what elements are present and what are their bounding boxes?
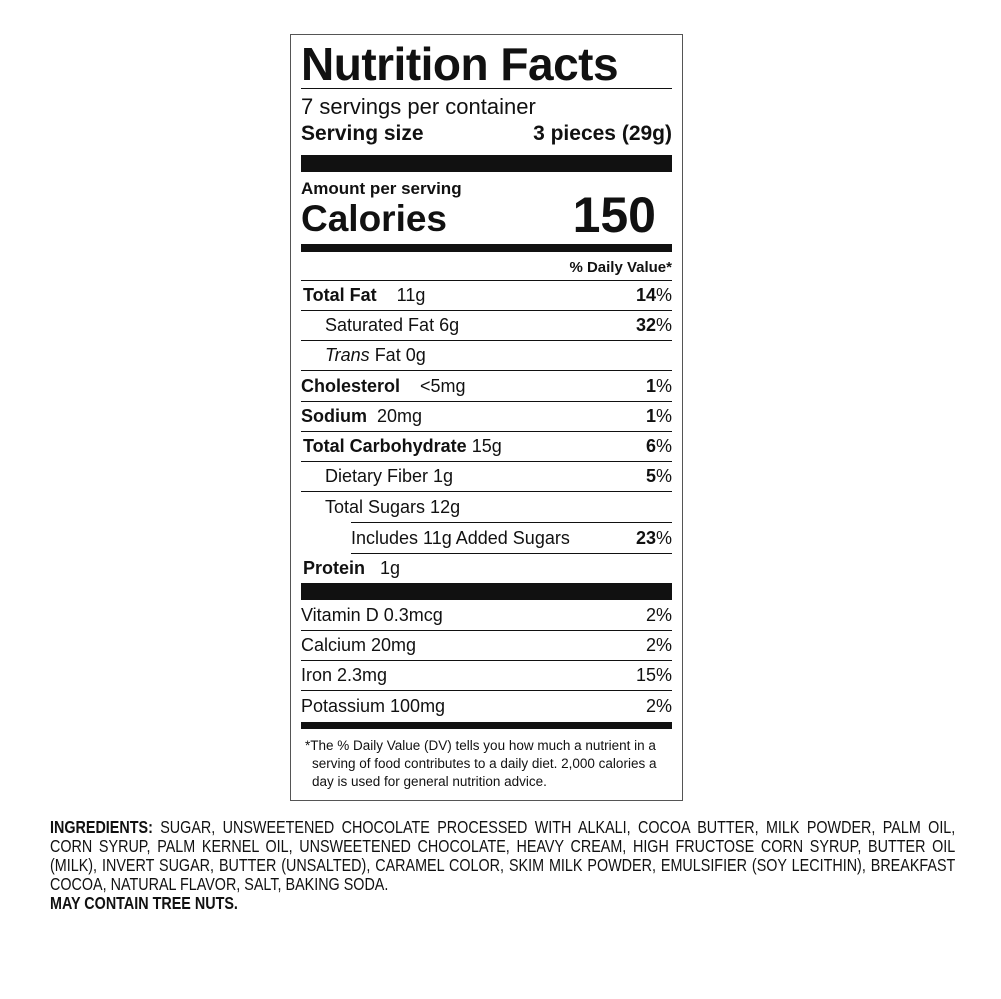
nutrient-name-italic: Trans [325,345,370,365]
nutrient-name: Total Fat [303,285,377,305]
nutrient-amount: 11g [396,285,426,305]
vitamin-dv: 2% [645,635,672,655]
nutrient-dv: 1% [645,376,672,396]
nutrient-row-protein: Protein 1g [301,553,672,583]
ingredients-section: INGREDIENTS: SUGAR, UNSWEETENED CHOCOLAT… [50,818,955,913]
nutrient-dv: 32% [635,315,672,335]
nutrient-dv: 14% [635,285,672,305]
divider [351,522,672,523]
vitamin-name: Vitamin D 0.3mcg [301,605,443,625]
footnote-line: *The % Daily Value (DV) tells you how mu… [305,738,656,753]
vitamin-dv: 15% [635,665,672,685]
footnote-line: day is used for general nutrition advice… [312,774,547,789]
vitamin-dv: 2% [645,605,672,625]
nutrient-name: Protein [303,557,366,578]
vitamin-row: Iron 2.3mg 15% [301,661,672,691]
nutrient-name: Includes 11g Added Sugars [351,527,570,548]
nutrient-row-cholesterol: Cholesterol <5mg 1% [301,372,672,402]
divider [301,88,672,89]
nutrient-amount: 15g [471,436,502,456]
vitamin-dv: 2% [645,695,672,716]
ingredients-text: SUGAR, UNSWEETENED CHOCOLATE PROCESSED W… [50,817,956,894]
nutrient-row-sodium: Sodium 20mg 1% [301,402,672,432]
daily-value-header: % Daily Value* [569,259,672,276]
nutrient-name: Fat 0g [369,345,426,365]
nutrient-name: Sodium [301,406,367,426]
footnote: *The % Daily Value (DV) tells you how mu… [305,737,672,791]
ingredients-label: INGREDIENTS: [50,817,153,837]
nutrient-row-added-sugars: Includes 11g Added Sugars 23% [351,523,672,554]
nutrient-name: Total Sugars 12g [325,496,461,517]
nutrient-name: Cholesterol [301,376,401,396]
nutrient-amount: 20mg [377,406,423,426]
vitamin-name: Iron 2.3mg [301,665,388,685]
serving-size-value: 3 pieces (29g) [533,122,672,145]
medium-divider [301,244,672,252]
nutrient-name: Saturated Fat 6g [325,315,460,335]
nutrient-row-dietary-fiber: Dietary Fiber 1g 5% [301,462,672,492]
calories-label: Calories [301,198,448,239]
nutrient-name: Total Carbohydrate [303,436,467,456]
vitamin-row: Calcium 20mg 2% [301,631,672,661]
label-title: Nutrition Facts [301,38,619,90]
nutrient-row-saturated-fat: Saturated Fat 6g 32% [301,311,672,341]
nutrient-amount: <5mg [420,376,466,396]
footnote-line: serving of food contributes to a daily d… [312,756,657,771]
medium-divider [301,722,672,729]
vitamin-row: Potassium 100mg 2% [301,691,672,721]
nutrient-dv: 6% [645,436,672,456]
nutrient-row-total-sugars: Total Sugars 12g [301,492,672,522]
nutrient-row-total-fat: Total Fat 11g 14% [301,281,672,311]
vitamin-name: Potassium 100mg [301,695,446,716]
divider [301,280,672,281]
nutrition-facts-label: Nutrition Facts 7 servings per container… [290,34,683,801]
allergen-statement: MAY CONTAIN TREE NUTS. [50,893,238,913]
nutrient-row-trans-fat: Trans Fat 0g [301,341,672,371]
servings-per-container: 7 servings per container [301,94,536,119]
serving-size-label: Serving size [301,122,424,145]
thick-divider [301,155,672,172]
nutrient-amount: 1g [380,557,401,578]
nutrient-dv: 23% [635,527,672,548]
vitamin-name: Calcium 20mg [301,635,417,655]
nutrient-dv: 1% [645,406,672,426]
calories-value: 150 [572,187,656,243]
amount-per-serving: Amount per serving [301,179,462,198]
vitamin-row: Vitamin D 0.3mcg 2% [301,601,672,631]
nutrient-dv: 5% [645,466,672,486]
nutrient-row-total-carbohydrate: Total Carbohydrate 15g 6% [301,432,672,462]
nutrient-name: Dietary Fiber 1g [325,466,454,486]
thick-divider [301,583,672,600]
